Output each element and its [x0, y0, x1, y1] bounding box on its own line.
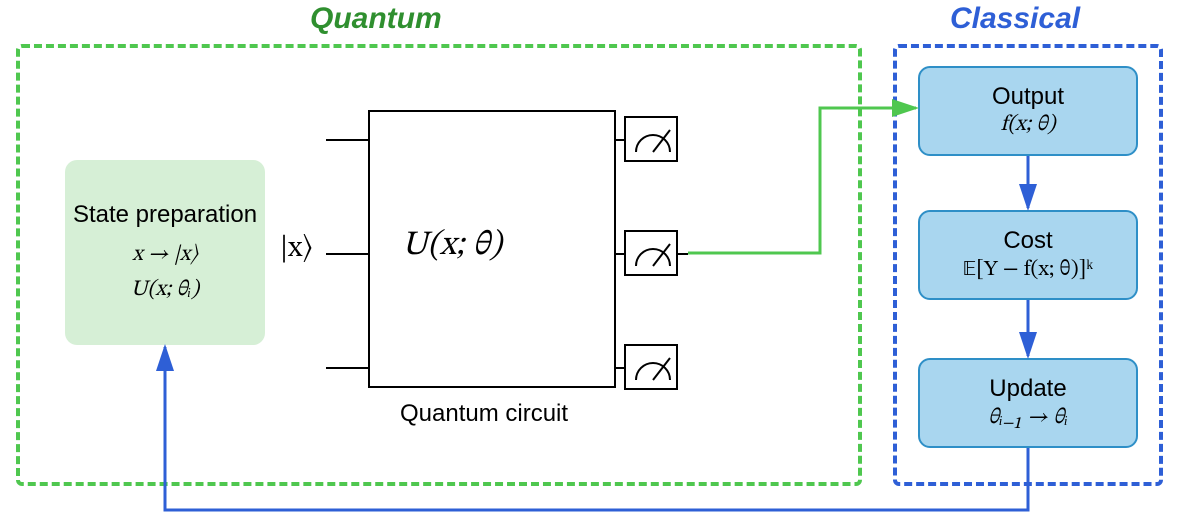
output-title-text: Output — [992, 83, 1064, 110]
update-node: Update θᵢ₋₁ → θᵢ — [918, 358, 1138, 448]
measurement-1 — [624, 116, 678, 162]
gauge-icon — [626, 118, 680, 164]
state-prep-title: State preparation — [73, 201, 257, 230]
update-expr-text: θᵢ₋₁ → θᵢ — [988, 407, 1068, 429]
measurement-3 — [624, 344, 678, 390]
update-title: Update — [989, 375, 1066, 403]
quantum-circuit-caption-text: Quantum circuit — [400, 400, 568, 427]
cost-expr: 𝔼[Y − f(x; θ)]ᵏ — [963, 255, 1093, 284]
state-preparation-node: State preparation x → |x⟩ U(x; θᵢ) — [65, 160, 265, 345]
wire-in-2 — [326, 253, 368, 255]
unitary-label: U(x; θ) — [402, 225, 502, 268]
measurement-2 — [624, 230, 678, 276]
classical-header-text: Classical — [950, 2, 1080, 35]
quantum-header-text: Quantum — [310, 2, 442, 35]
gauge-icon — [626, 232, 680, 278]
cost-node: Cost 𝔼[Y − f(x; θ)]ᵏ — [918, 210, 1138, 300]
ket-x-text: |x⟩ — [280, 234, 313, 264]
wire-post-2 — [678, 253, 688, 255]
state-prep-unitary-text: U(x; θᵢ) — [131, 279, 199, 301]
output-expr: f(x; θ) — [1001, 111, 1056, 139]
state-prep-title-text: State preparation — [73, 201, 257, 228]
state-prep-map: x → |x⟩ — [132, 241, 198, 269]
gauge-icon — [626, 346, 680, 392]
output-expr-text: f(x; θ) — [1001, 114, 1056, 136]
cost-expr-text: 𝔼[Y − f(x; θ)]ᵏ — [963, 259, 1093, 281]
quantum-circuit-caption: Quantum circuit — [400, 400, 568, 428]
output-title: Output — [992, 83, 1064, 111]
update-title-text: Update — [989, 375, 1066, 402]
cost-title-text: Cost — [1003, 227, 1052, 254]
output-node: Output f(x; θ) — [918, 66, 1138, 156]
wire-in-1 — [326, 139, 368, 141]
quantum-header: Quantum — [310, 2, 442, 36]
state-prep-unitary: U(x; θᵢ) — [131, 275, 199, 304]
cost-title: Cost — [1003, 227, 1052, 255]
ket-x-label: |x⟩ — [280, 230, 313, 268]
state-prep-map-text: x → |x⟩ — [132, 244, 198, 266]
classical-header: Classical — [950, 2, 1080, 36]
wire-in-3 — [326, 367, 368, 369]
update-expr: θᵢ₋₁ → θᵢ — [988, 403, 1068, 432]
unitary-text: U(x; θ) — [402, 229, 502, 263]
